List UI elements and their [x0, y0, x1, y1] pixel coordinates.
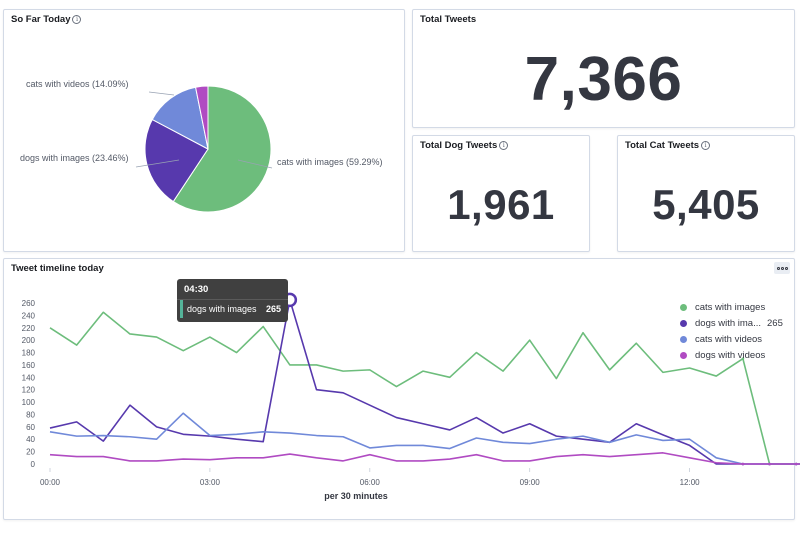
- y-tick-label: 0: [31, 460, 36, 469]
- legend-dot-icon: [680, 303, 687, 311]
- legend-dot-icon: [680, 351, 687, 359]
- pie-leader-line: [148, 91, 175, 96]
- panel-tweet-timeline: Tweet timeline today: [3, 258, 795, 520]
- y-tick-label: 200: [22, 336, 36, 345]
- y-tick-label: 80: [26, 410, 35, 419]
- pie-leader-line: [135, 159, 180, 168]
- legend-label: cats with videos: [695, 333, 763, 345]
- tooltip-value: 265: [265, 304, 281, 314]
- info-icon[interactable]: i: [701, 141, 711, 150]
- x-axis-title: per 30 minutes: [324, 491, 388, 501]
- so-far-title: So Far Today: [11, 14, 71, 25]
- y-tick-label: 100: [22, 398, 36, 407]
- chart-tooltip: 04:30 dogs with images 265: [177, 279, 288, 322]
- dog-title: Total Dog Tweets: [420, 140, 498, 151]
- tooltip-time: 04:30: [177, 279, 288, 300]
- x-tick-label: 09:00: [520, 478, 541, 487]
- series-line[interactable]: [49, 452, 800, 465]
- dot-icon: [784, 266, 788, 270]
- pie-slice[interactable]: [151, 86, 209, 150]
- pie-label-cats-images: cats with images (59.29%): [277, 157, 383, 167]
- total-title: Total Tweets: [420, 14, 477, 25]
- pie-chart[interactable]: [4, 10, 406, 253]
- tooltip-series: dogs with images: [187, 304, 257, 314]
- pie-label-dogs-images: dogs with images (23.46%): [20, 153, 129, 163]
- y-tick-label: 160: [22, 361, 36, 370]
- series-line[interactable]: [49, 412, 800, 465]
- series-line[interactable]: [49, 299, 800, 465]
- y-tick-label: 220: [22, 324, 36, 333]
- x-tick-label: 06:00: [360, 478, 381, 487]
- legend-dot-icon: [680, 335, 687, 343]
- y-tick-label: 20: [26, 448, 35, 457]
- pie-slice[interactable]: [194, 85, 209, 150]
- data-point[interactable]: [741, 357, 745, 361]
- legend-value: 265: [767, 317, 783, 329]
- legend-item[interactable]: dogs with videos: [680, 347, 765, 363]
- y-tick-label: 240: [22, 311, 36, 320]
- legend-label: cats with images: [695, 301, 766, 313]
- pie-label-cats-videos: cats with videos (14.09%): [26, 79, 129, 89]
- info-icon[interactable]: i: [72, 15, 82, 24]
- panel-total-dog-tweets: Total Dog Tweets i 1,961: [412, 135, 590, 252]
- legend-item[interactable]: cats with videos: [680, 331, 765, 347]
- info-icon[interactable]: i: [499, 141, 509, 150]
- data-point[interactable]: [768, 462, 771, 466]
- panel-total-tweets: Total Tweets 7,366: [412, 9, 795, 128]
- panel-title: Total Cat Tweets i: [625, 140, 711, 151]
- y-tick-label: 120: [22, 386, 36, 395]
- panel-so-far-today: So Far Today i cats with videos (14.09%)…: [3, 9, 405, 252]
- x-tick-label: 12:00: [680, 478, 701, 487]
- legend-label: dogs with videos: [695, 349, 766, 361]
- y-tick-label: 260: [22, 299, 36, 308]
- cat-title: Total Cat Tweets: [625, 140, 700, 151]
- dot-icon: [776, 266, 780, 270]
- legend-label: dogs with ima...: [695, 317, 761, 329]
- x-tick-label: 00:00: [40, 478, 61, 487]
- panel-title: So Far Today i: [11, 14, 82, 25]
- legend-item[interactable]: dogs with ima... 265: [680, 315, 783, 331]
- y-tick-label: 180: [22, 349, 36, 358]
- chart-legend: cats with images dogs with ima... 265 ca…: [680, 299, 783, 363]
- series-line[interactable]: [49, 311, 800, 465]
- y-tick-label: 60: [26, 423, 35, 432]
- panel-total-cat-tweets: Total Cat Tweets i 5,405: [617, 135, 795, 252]
- data-point[interactable]: [794, 462, 798, 466]
- timeline-title: Tweet timeline today: [11, 263, 104, 274]
- panel-title: Total Dog Tweets i: [420, 140, 509, 151]
- panel-title: Tweet timeline today: [11, 263, 104, 274]
- legend-dot-icon: [680, 319, 687, 327]
- dog-tweets-value: 1,961: [447, 181, 555, 228]
- legend-item[interactable]: cats with images: [680, 299, 765, 315]
- total-tweets-value: 7,366: [524, 45, 683, 114]
- y-tick-label: 140: [22, 373, 36, 382]
- panel-title: Total Tweets: [420, 14, 476, 25]
- y-tick-label: 40: [26, 435, 35, 444]
- cat-tweets-value: 5,405: [652, 181, 760, 228]
- pie-leader-line: [237, 159, 273, 169]
- dot-icon: [780, 266, 784, 270]
- tooltip-row: dogs with images 265: [180, 300, 288, 318]
- panel-options-button[interactable]: [774, 262, 790, 274]
- x-tick-label: 03:00: [200, 478, 221, 487]
- data-point[interactable]: [741, 462, 745, 466]
